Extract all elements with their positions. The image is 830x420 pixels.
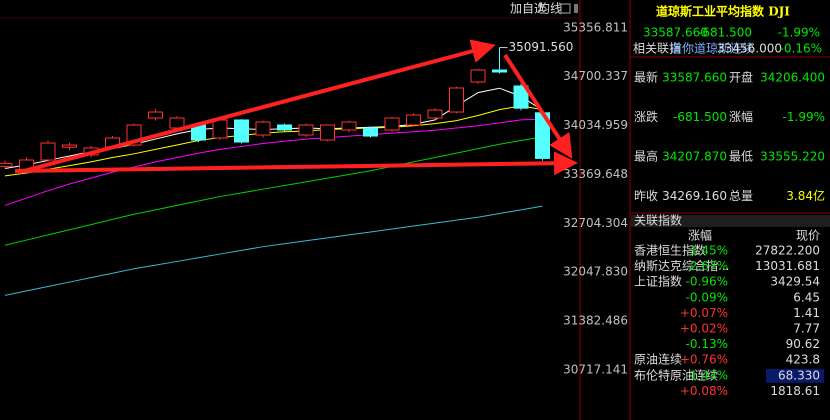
y-tick-label: 30717.141 — [563, 363, 628, 377]
candle-body — [363, 127, 378, 137]
stat-value: 3.84亿 — [786, 188, 825, 203]
stat-value: 33587.660 — [662, 71, 727, 85]
related-pct: +0.08% — [680, 384, 728, 398]
ma-line — [4, 205, 543, 296]
stat-label: 最低 — [729, 150, 753, 164]
candle-body — [148, 111, 163, 119]
related-name[interactable]: 纳斯达克综合指... — [634, 258, 729, 273]
candle-body — [277, 124, 292, 131]
arrow — [19, 39, 496, 174]
related-pct: -0.96% — [686, 275, 728, 289]
toolbar-button[interactable]: 加自选 — [510, 2, 546, 16]
related-pct: +0.76% — [680, 353, 728, 367]
candle-body — [320, 124, 335, 141]
related-label: 相关联指 — [633, 41, 681, 56]
ma-line — [4, 118, 543, 206]
y-tick-label: 31382.486 — [563, 313, 628, 327]
ma-line — [4, 136, 543, 246]
related-pct: +0.02% — [680, 322, 728, 336]
y-tick-label: 35356.811 — [563, 21, 628, 35]
related-pct: -2.67% — [686, 259, 728, 273]
candle-body — [427, 109, 443, 119]
stat-value: 34207.870 — [662, 150, 727, 164]
candle-body — [470, 69, 486, 83]
stat-value: 34206.400 — [760, 71, 825, 85]
related-pct: -1.45% — [686, 244, 728, 258]
related-price: 6.45 — [793, 290, 820, 304]
candle-body — [62, 144, 77, 148]
candle-body — [341, 121, 357, 131]
candle-body — [255, 121, 271, 136]
related-price: 13031.681 — [755, 259, 820, 273]
related-price: 1.41 — [793, 306, 820, 320]
candle-body — [492, 69, 507, 73]
candle-body — [298, 124, 314, 136]
candle-body — [406, 114, 421, 126]
quote-title: 道琼斯工业平均指数 DJI — [656, 4, 790, 19]
quote-change-pct: -1.99% — [778, 26, 820, 40]
related-price: 423.8 — [786, 353, 820, 367]
related-price: 90.62 — [786, 337, 820, 351]
column-header: 现价 — [796, 229, 820, 243]
related-price: 1818.61 — [770, 384, 820, 398]
stat-value: -1.99% — [783, 110, 825, 124]
candle-body — [234, 119, 249, 143]
icon-button[interactable] — [574, 4, 578, 13]
highlight — [766, 368, 824, 383]
related-name[interactable]: 香港恒生指数 — [634, 243, 706, 258]
stat-label: 昨收 — [634, 189, 658, 203]
candle-body — [384, 117, 400, 131]
candle-body — [449, 87, 464, 113]
quote-price: 33587.660 — [643, 26, 708, 40]
related-pct: -0.09% — [686, 290, 728, 304]
candle-body — [513, 85, 529, 109]
related-pct: -0.16% — [780, 42, 822, 56]
y-tick-label: 32047.830 — [563, 264, 628, 278]
stat-label: 最新 — [634, 70, 658, 85]
related-name[interactable]: 上证指数 — [634, 274, 682, 289]
arrow — [503, 53, 573, 159]
stat-value: 33555.220 — [760, 150, 825, 164]
y-tick-label: 32704.304 — [563, 216, 628, 230]
related-pct: -1.43% — [686, 368, 728, 382]
candle-body — [212, 119, 228, 139]
y-tick-label: 34034.959 — [563, 118, 628, 132]
toolbar-button[interactable]: 均线 — [538, 2, 562, 16]
section-header — [631, 215, 830, 227]
column-header: 涨幅 — [688, 228, 712, 243]
quote-change: -681.500 — [698, 26, 752, 40]
annotation-arrows — [14, 39, 578, 176]
related-name[interactable]: 道你道琼斯连续 — [670, 41, 754, 56]
related-price: 7.77 — [793, 322, 820, 336]
related-name[interactable]: 布伦特原油连续 — [634, 367, 718, 382]
related-pct: +0.07% — [680, 306, 728, 320]
y-tick-label: 34700.337 — [563, 69, 628, 83]
related-pct: -0.13% — [686, 337, 728, 351]
related-name[interactable]: 原油连续 — [634, 352, 682, 367]
stat-label: 涨跌 — [634, 109, 658, 124]
high-label: 35091.560 — [509, 40, 574, 54]
related-price: 27822.200 — [755, 244, 820, 258]
stat-value: -681.500 — [673, 110, 727, 124]
candle-body — [40, 142, 56, 161]
stat-label: 最高 — [634, 149, 658, 164]
candle-body — [0, 162, 13, 167]
stat-label: 开盘 — [729, 70, 753, 85]
related-price: 33456.000 — [717, 42, 782, 56]
related-price: 3429.54 — [770, 275, 820, 289]
icon-button[interactable] — [560, 3, 571, 14]
section-title: 关联指数 — [634, 213, 682, 228]
related-price: 68.330 — [778, 368, 820, 382]
stat-label: 涨幅 — [729, 109, 753, 124]
y-tick-label: 33369.648 — [563, 167, 628, 181]
stat-label: 总量 — [729, 189, 753, 203]
arrow — [14, 151, 578, 176]
ma-line — [4, 105, 543, 177]
candle-body — [169, 117, 185, 129]
stat-value: 34269.160 — [662, 189, 727, 203]
